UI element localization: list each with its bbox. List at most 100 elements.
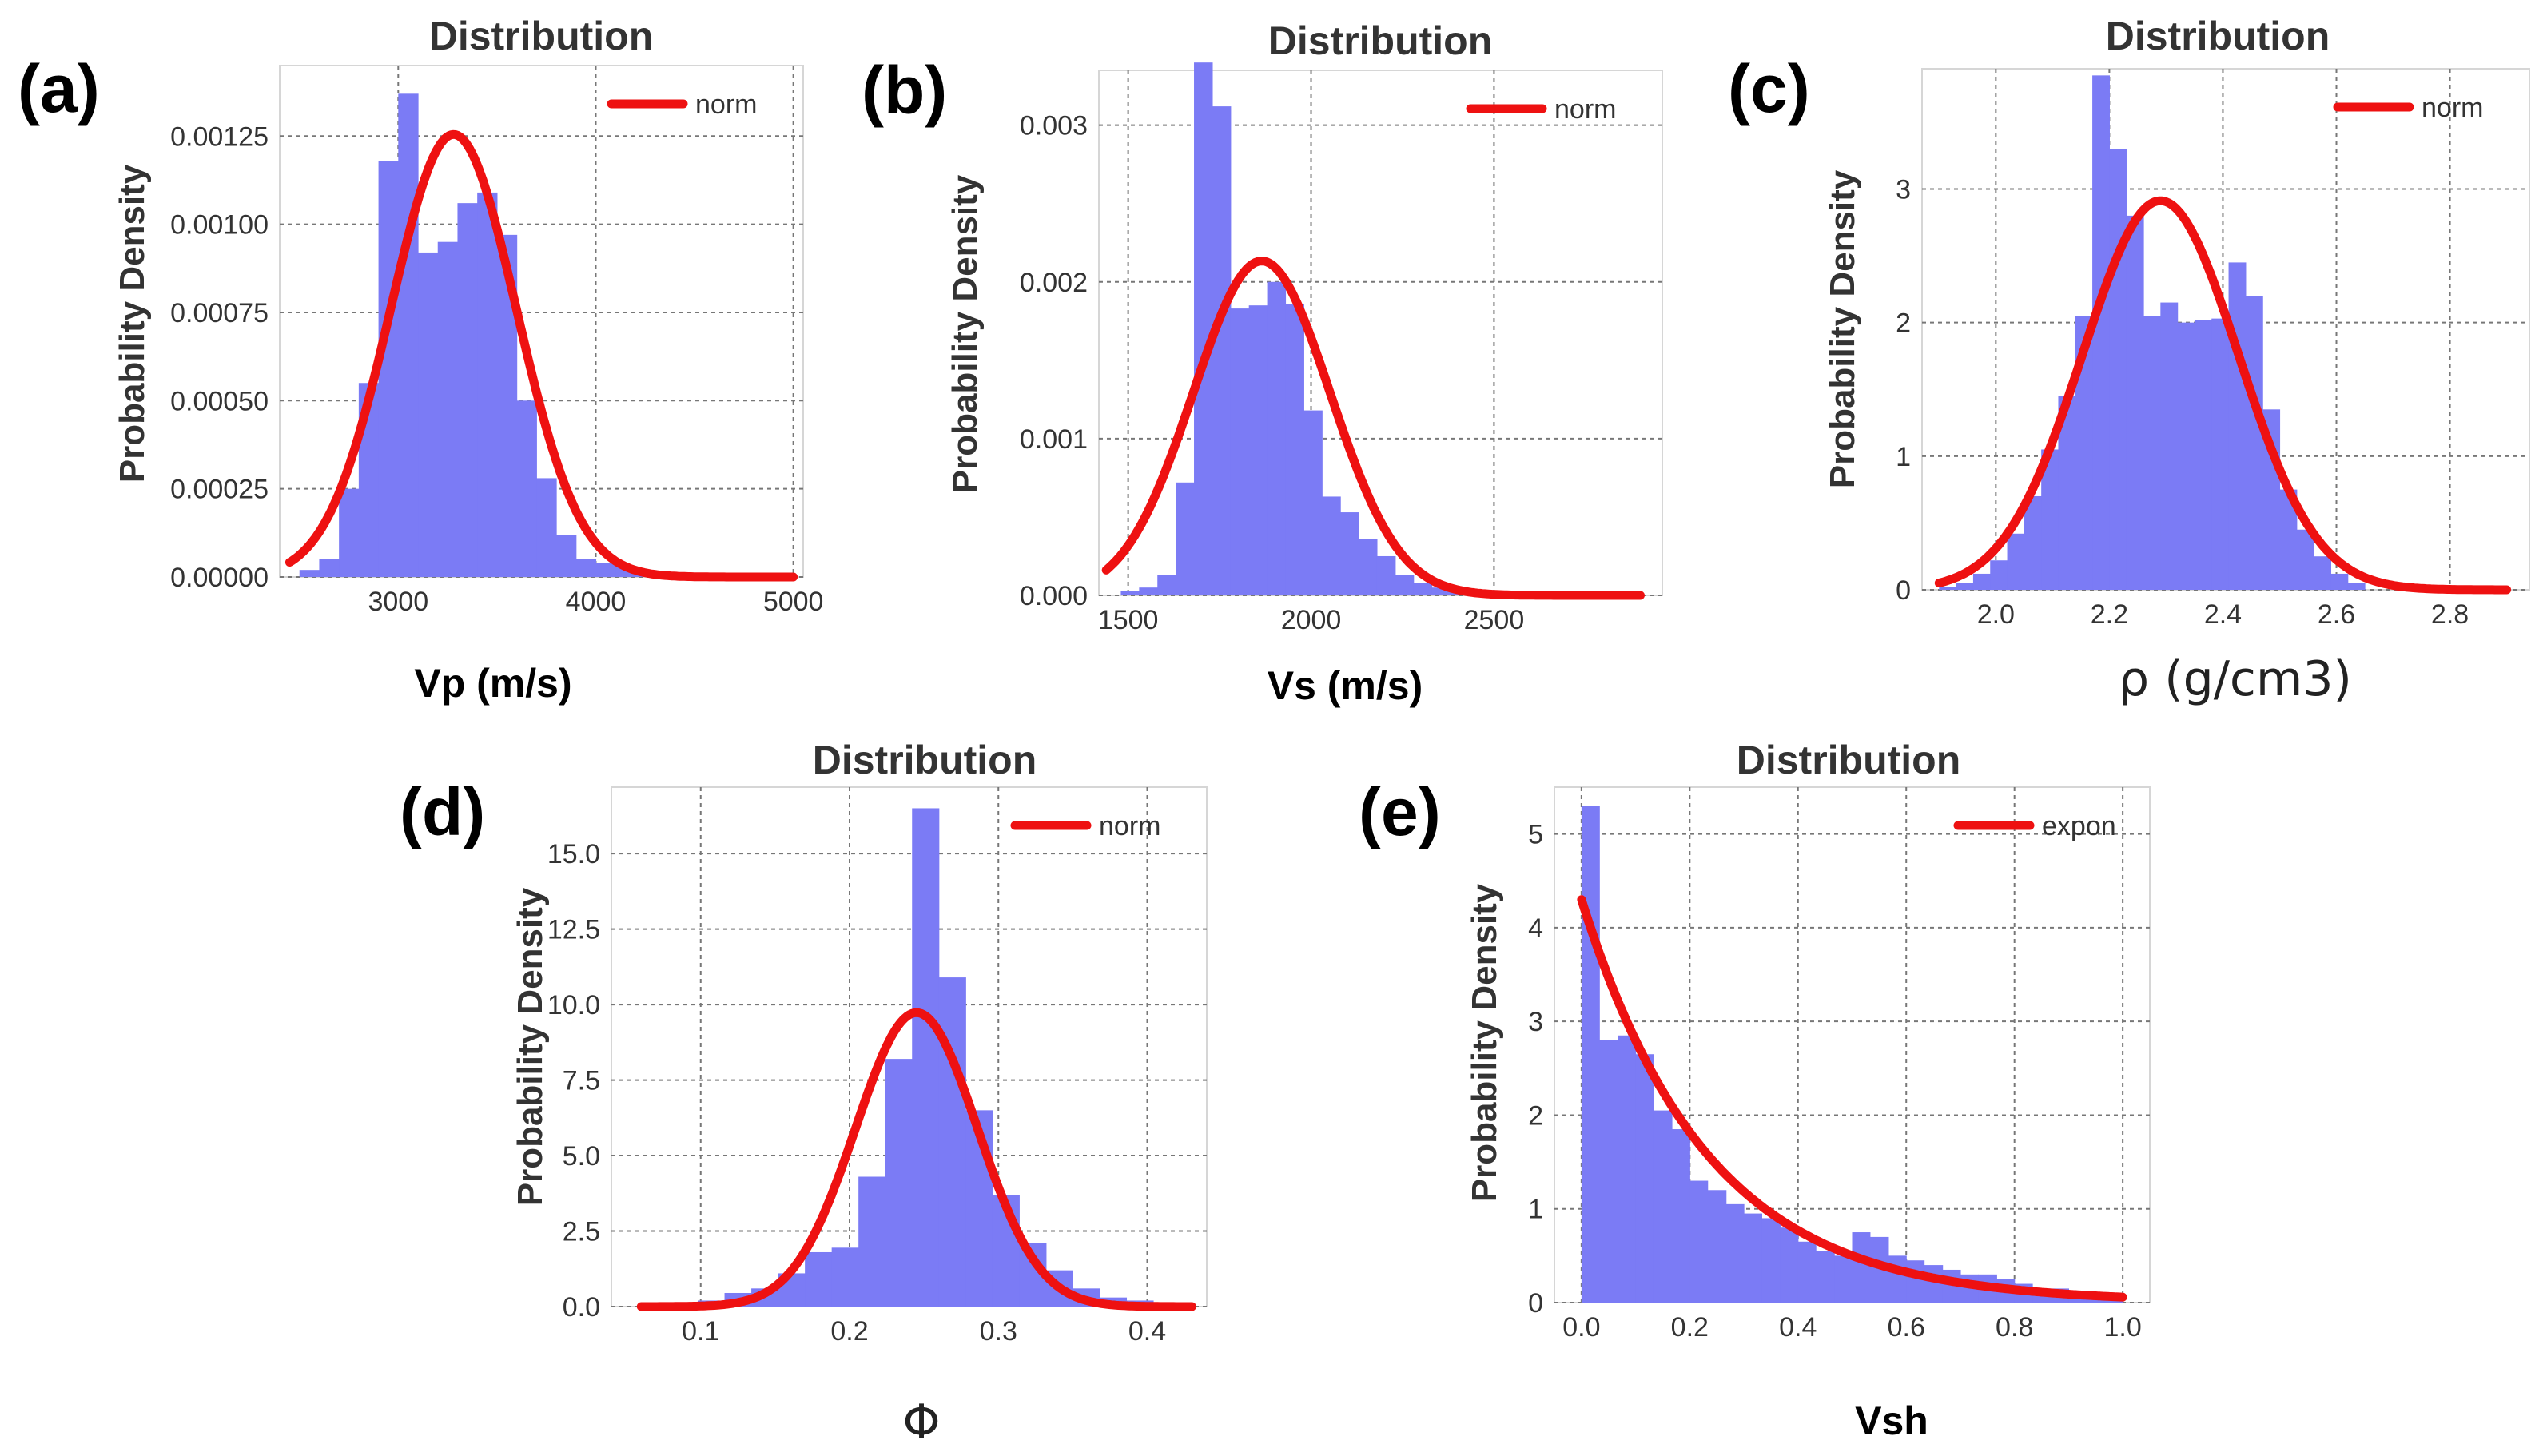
- histogram-bar: [595, 563, 616, 577]
- histogram-bar: [2245, 296, 2263, 590]
- histogram-bar: [2296, 529, 2314, 590]
- histogram-bar: [1285, 304, 1304, 595]
- histogram-bar: [339, 488, 360, 577]
- chart-title: Distribution: [813, 738, 1037, 782]
- legend-label: norm: [695, 90, 757, 120]
- y-tick-label: 0.0: [563, 1292, 600, 1323]
- histogram-bar: [2211, 318, 2230, 590]
- fit-curve: [1934, 196, 2512, 595]
- y-tick-label: 0: [1896, 575, 1911, 606]
- panel-e: (e) Distribution 0.0 0.2 0.4 0.6 0.8 1.0 0 1 2 3 4…: [1359, 738, 2151, 1443]
- histogram-bar: [1230, 308, 1250, 595]
- y-tick-label: 10.0: [547, 990, 600, 1020]
- panel-c: (c) Distribution 2.0 2.2 2.4 2.6 2.8 0 1 2 3 nor…: [1728, 14, 2530, 707]
- y-tick-label: 4: [1528, 913, 1543, 944]
- histogram-bar: [1671, 1129, 1690, 1303]
- legend: expon: [1953, 811, 2116, 841]
- histogram-bar: [2160, 302, 2179, 590]
- histogram-bar: [1990, 560, 2008, 590]
- x-tick-label: 5000: [763, 587, 824, 617]
- histogram-bar: [1139, 587, 1158, 595]
- x-tick-label: 0.8: [1996, 1312, 2033, 1343]
- histogram-bar: [1248, 305, 1268, 595]
- histogram-bar: [477, 192, 498, 577]
- histogram-bar: [457, 203, 478, 577]
- histogram-bar: [1176, 482, 1195, 595]
- x-tick-label: 2.6: [2318, 599, 2355, 630]
- histogram-bar: [1972, 573, 1991, 590]
- histogram-bar: [1761, 1218, 1781, 1303]
- histogram-bar: [2279, 489, 2298, 590]
- chart-title: Distribution: [2106, 14, 2330, 58]
- histogram-bar: [398, 93, 419, 577]
- histogram-bar: [1956, 583, 1974, 590]
- chart-title: Distribution: [1737, 738, 1961, 782]
- x-tick-label: 2500: [1464, 605, 1525, 635]
- x-tick-label: 1.0: [2104, 1312, 2142, 1343]
- y-tick-label: 2: [1896, 308, 1911, 339]
- y-tick-label: 3: [1528, 1007, 1543, 1037]
- histogram-bar: [831, 1247, 859, 1307]
- histogram-bar: [1376, 555, 1396, 595]
- panel-label: (d): [400, 774, 485, 849]
- y-tick-label: 5.0: [563, 1141, 600, 1172]
- histogram-bar: [2075, 316, 2093, 590]
- panel-label: (a): [18, 51, 100, 126]
- x-axis-label: Vs (m/s): [1268, 663, 1423, 708]
- histogram-bar: [2092, 75, 2110, 591]
- histogram-bar: [536, 478, 557, 577]
- x-tick-label: 2.4: [2204, 599, 2242, 630]
- histogram-bar: [1869, 1236, 1889, 1303]
- histogram-bar: [1797, 1241, 1817, 1303]
- y-tick-label: 0.00000: [170, 563, 269, 593]
- histogram-bar: [2314, 556, 2332, 590]
- histogram-bar: [1267, 281, 1287, 595]
- histogram-bar: [1599, 1040, 1618, 1303]
- legend-label: norm: [1099, 811, 1160, 841]
- histogram-bar: [912, 808, 940, 1307]
- y-tick-label: 15.0: [547, 839, 600, 869]
- legend: norm: [1010, 811, 1160, 841]
- x-tick-label: 0.0: [1562, 1312, 1600, 1343]
- x-axis-label: ρ (g/cm3): [2119, 651, 2352, 707]
- legend: norm: [1466, 94, 1616, 125]
- histogram-bar: [418, 252, 439, 577]
- histogram-bar: [1618, 1035, 1637, 1303]
- histogram-bar: [858, 1176, 886, 1307]
- histogram-bar: [1340, 512, 1359, 595]
- y-tick-label: 0.00050: [170, 386, 269, 416]
- histogram-bar: [1689, 1180, 1709, 1303]
- x-tick-label: 0.4: [1779, 1312, 1817, 1343]
- y-tick-label: 0.00125: [170, 121, 269, 152]
- histogram-bar: [1212, 106, 1232, 595]
- histogram-bar: [1395, 575, 1415, 595]
- y-axis-label: Probability Density: [511, 887, 550, 1206]
- y-tick-label: 0.000: [1020, 581, 1088, 611]
- histogram-bar: [2347, 583, 2366, 590]
- histogram-bar: [1780, 1227, 1799, 1303]
- histogram-bar: [556, 535, 577, 577]
- histogram-bar: [378, 161, 399, 577]
- histogram-bar: [1581, 806, 1600, 1303]
- histogram-bar: [1359, 539, 1378, 595]
- histogram-bar: [2228, 262, 2247, 590]
- x-tick-label: 1500: [1098, 605, 1159, 635]
- histogram-bar: [2041, 449, 2059, 590]
- histogram-bar: [1939, 587, 1957, 590]
- y-tick-label: 3: [1896, 174, 1911, 205]
- y-tick-label: 0.00075: [170, 298, 269, 328]
- histogram-bar: [2177, 322, 2195, 590]
- y-tick-label: 0: [1528, 1288, 1543, 1319]
- x-tick-label: 0.2: [1671, 1312, 1709, 1343]
- fit-curve: [285, 129, 798, 582]
- panel-label: (c): [1728, 51, 1810, 126]
- histogram-bar: [1413, 583, 1433, 595]
- y-tick-label: 0.00100: [170, 210, 269, 241]
- histogram-bar: [1653, 1110, 1673, 1303]
- y-tick-label: 12.5: [547, 915, 600, 945]
- histogram-bar: [2194, 320, 2212, 590]
- x-axis-label: Φ: [902, 1394, 940, 1450]
- y-tick-label: 0.002: [1020, 268, 1088, 298]
- y-axis-label: Probability Density: [1823, 169, 1862, 488]
